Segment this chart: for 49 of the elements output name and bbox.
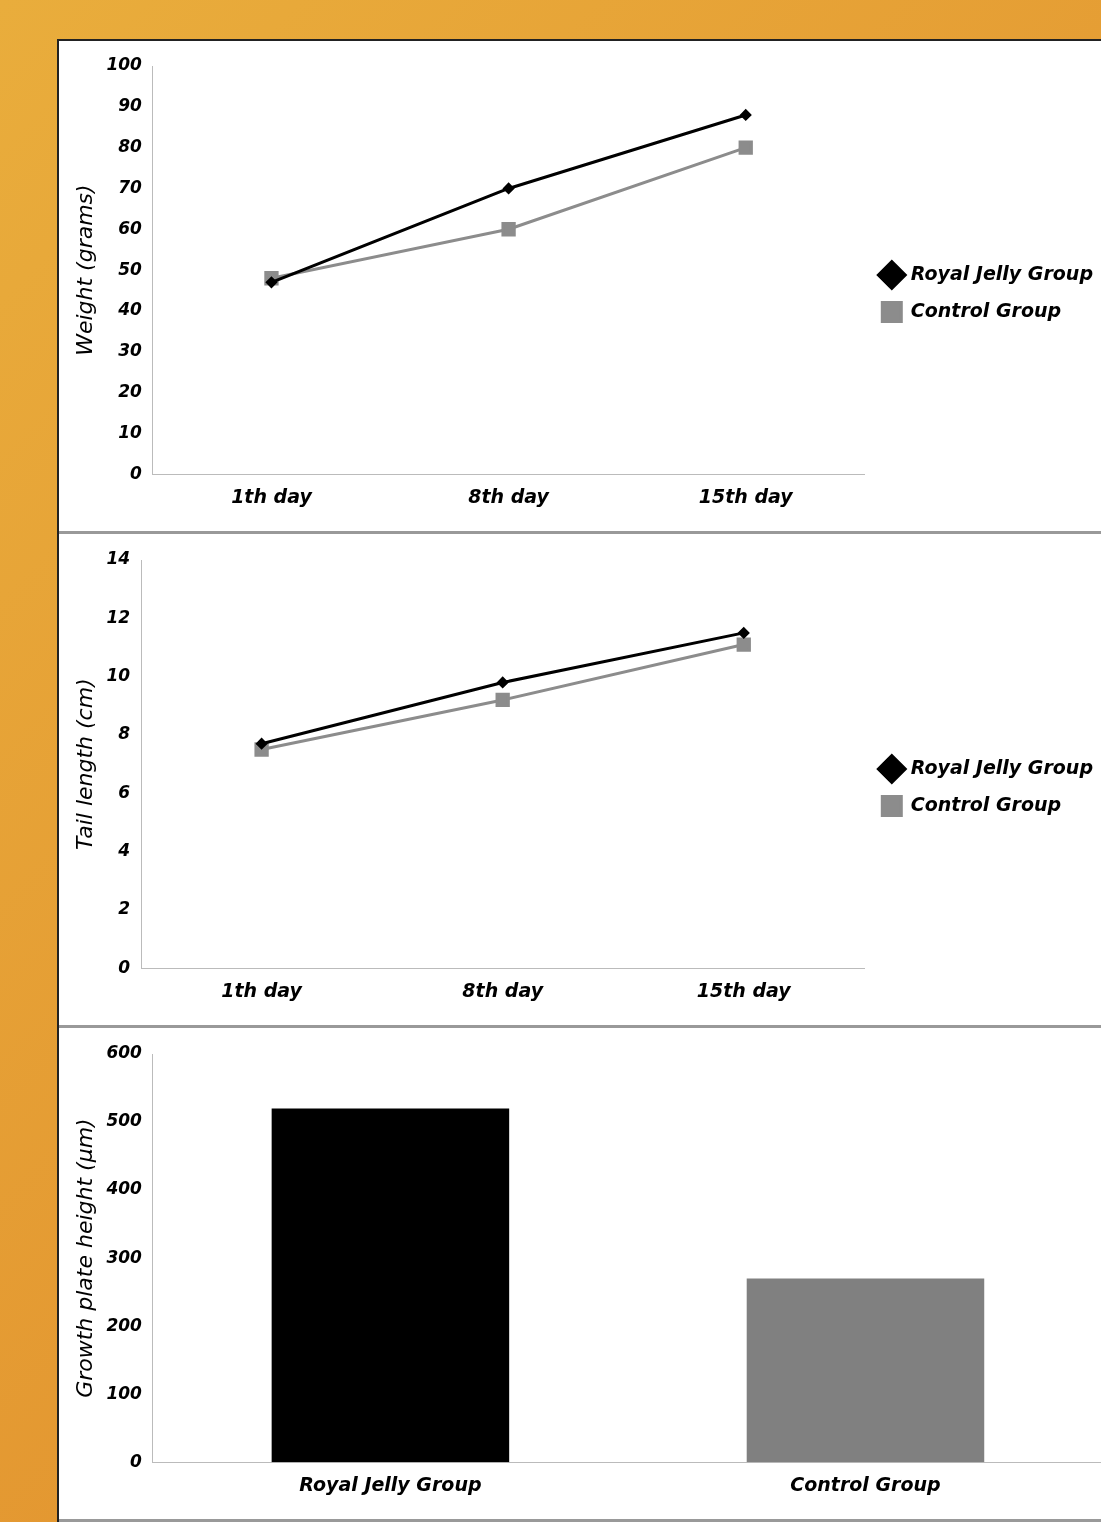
y-tick-label: 0 — [130, 462, 143, 483]
y-axis-title: Tail length (cm) — [71, 678, 97, 850]
legend-label: Royal Jelly Group — [910, 261, 1094, 284]
y-axis-title: Weight (grams) — [71, 184, 97, 356]
x-tick-label: 8th day — [462, 978, 545, 1001]
point — [503, 182, 515, 194]
y-tick-label: 4 — [117, 839, 131, 860]
y-tick-label: 300 — [106, 1246, 143, 1267]
y-tick-label: 200 — [106, 1314, 143, 1335]
legend-label: Royal Jelly Group — [910, 755, 1094, 778]
legend-label: Control Group — [910, 298, 1062, 321]
y-tick-label: 6 — [118, 781, 131, 802]
x-tick-label: 1th day — [231, 484, 314, 507]
y-tick-label: 20 — [118, 380, 143, 401]
point — [740, 109, 752, 121]
x-tick-label: 15th day — [696, 978, 793, 1001]
x-tick-label: 15th day — [698, 484, 795, 507]
y-tick-label: 30 — [118, 340, 143, 361]
point — [256, 738, 268, 750]
point — [738, 140, 753, 155]
y-tick-label: 12 — [106, 606, 131, 627]
y-tick-label: 0 — [130, 1450, 143, 1471]
y-tick-label: 60 — [118, 217, 143, 238]
y-tick-label: 0 — [118, 956, 131, 977]
y-tick-label: 100 — [106, 1382, 143, 1403]
y-tick-label: 50 — [118, 258, 143, 279]
y-tick-label: 10 — [118, 421, 143, 442]
y-tick-label: 500 — [106, 1110, 143, 1131]
point — [495, 692, 510, 708]
point — [265, 276, 277, 288]
y-tick-label: 70 — [118, 176, 143, 197]
y-tick-label: 14 — [106, 548, 131, 569]
y-axis-title: Growth plate height (µm) — [71, 1118, 97, 1398]
y-tick-label: 2 — [118, 898, 131, 919]
y-tick-label: 40 — [117, 299, 143, 320]
y-tick-label: 100 — [106, 54, 143, 75]
point — [501, 222, 516, 237]
legend-label: Control Group — [910, 792, 1062, 815]
point — [497, 676, 509, 688]
point — [736, 637, 751, 652]
y-tick-label: 8 — [118, 723, 131, 744]
point — [738, 627, 750, 639]
y-tick-label: 10 — [106, 665, 131, 686]
y-tick-label: 90 — [118, 95, 143, 116]
y-tick-label: 80 — [118, 136, 143, 157]
y-tick-label: 600 — [106, 1042, 143, 1063]
x-tick-label: 8th day — [468, 484, 551, 507]
x-tick-label: 1th day — [221, 978, 304, 1001]
y-tick-label: 400 — [105, 1178, 143, 1199]
